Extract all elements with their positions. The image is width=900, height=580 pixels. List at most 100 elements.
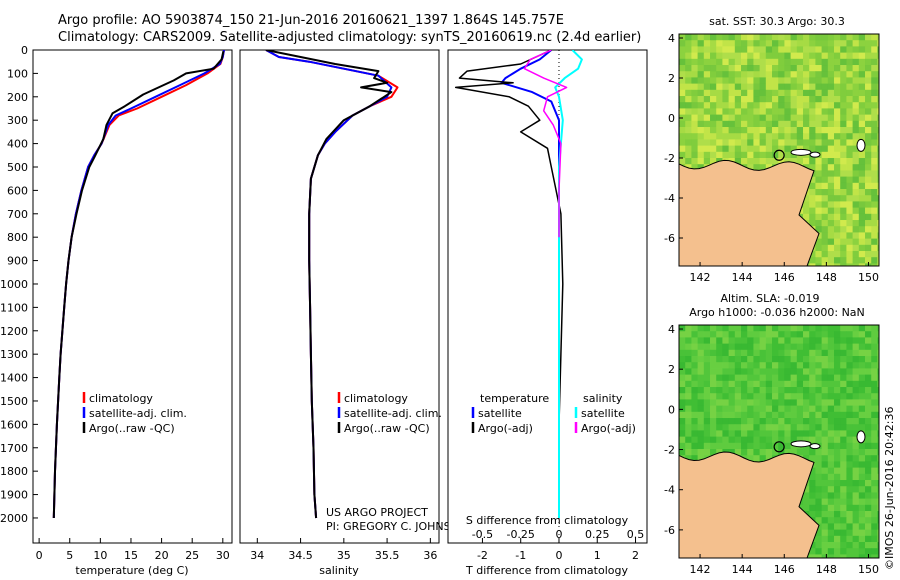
- sst-map-cell: [679, 158, 686, 165]
- sla-map-cell: [803, 504, 810, 512]
- temperature-lines: [52, 50, 225, 519]
- sst-map-cell: [685, 139, 692, 146]
- sla-map-cell: [809, 455, 816, 462]
- sst-map-cell: [846, 189, 853, 196]
- sst-map-cell: [796, 139, 804, 146]
- sst-map-cell: [710, 139, 717, 146]
- sla-map-title: Altim. SLA: -0.019: [720, 292, 819, 305]
- sst-map-cell: [877, 207, 879, 215]
- sst-map-cell: [778, 139, 785, 146]
- sst-map-cell: [815, 40, 822, 47]
- sla-map-cell: [821, 511, 829, 518]
- sst-map-cell: [840, 127, 847, 134]
- sst-map-cell: [858, 251, 866, 258]
- sst-map-cell: [846, 164, 853, 171]
- series-line-t-argo-adj-: [454, 50, 564, 518]
- sst-map-cell: [852, 201, 860, 208]
- sst-map-cell: [834, 244, 841, 252]
- sst-map-cell: [846, 263, 853, 266]
- sst-map-cell: [852, 182, 860, 190]
- sst-map-cell: [703, 65, 711, 72]
- sst-map-cell: [679, 120, 686, 128]
- sla-map-cell: [865, 411, 872, 419]
- sla-map-cell: [747, 436, 754, 444]
- sst-map-cell: [753, 34, 760, 41]
- sst-map-cell: [803, 207, 810, 215]
- sst-map-cell: [765, 96, 773, 103]
- sst-map-cell: [778, 108, 785, 115]
- sla-map-cell: [790, 387, 798, 394]
- sla-map-cell: [765, 368, 773, 375]
- sla-map-cell: [778, 436, 785, 444]
- sla-map-cell: [741, 387, 748, 394]
- sst-map-cell: [852, 164, 860, 171]
- sla-map-cell: [772, 343, 779, 351]
- sla-map-cell: [840, 504, 847, 512]
- sst-map-cell: [852, 52, 860, 60]
- sst-map-cell: [858, 182, 866, 190]
- temperature-panel: 0100200300400500600700800900100011001200…: [0, 44, 233, 577]
- sla-map-cell: [778, 449, 785, 456]
- sla-map-cell: [871, 362, 878, 369]
- sst-map-cell: [691, 145, 698, 153]
- sst-map-cell: [772, 158, 779, 165]
- sst-map-cell: [691, 127, 698, 134]
- sst-map-cell: [858, 34, 866, 41]
- sst-map-cell: [871, 226, 878, 233]
- sst-map-cell: [753, 102, 760, 109]
- sla-map-cell: [722, 349, 729, 357]
- sla-map-cell: [790, 374, 798, 382]
- sla-map-cell: [852, 362, 860, 369]
- sla-map-lon-label: 146: [774, 563, 795, 576]
- sla-map-cell: [710, 418, 717, 425]
- sst-map-cell: [865, 220, 872, 227]
- sst-map-cell: [815, 207, 822, 215]
- sst-map-cell: [685, 34, 692, 41]
- sla-map-cell: [691, 331, 698, 338]
- sla-map-cell: [840, 411, 847, 419]
- sst-map-cell: [827, 170, 835, 177]
- sst-map-cell: [679, 139, 686, 146]
- sla-map-cell: [858, 517, 866, 524]
- sla-map-cell: [753, 356, 760, 363]
- sst-map-cell: [871, 40, 878, 47]
- sst-map-cell: [858, 108, 866, 115]
- sst-map-cell: [784, 151, 791, 159]
- sla-map-cell: [803, 449, 810, 456]
- sst-map-cell: [710, 120, 717, 128]
- sst-map-cell: [877, 232, 879, 239]
- pressure-tick-label: 400: [7, 138, 28, 151]
- sst-map-cell: [852, 151, 860, 159]
- sla-map-cell: [809, 554, 816, 558]
- sst-map-cell: [871, 263, 878, 266]
- sst-map-cell: [858, 83, 866, 91]
- sst-map-cell: [871, 83, 878, 91]
- sst-map-cell: [753, 114, 760, 122]
- sla-map-cell: [753, 411, 760, 419]
- sst-map-cell: [834, 40, 841, 47]
- sla-map-cell: [697, 356, 705, 363]
- sst-map-cell: [865, 40, 872, 47]
- sst-map-cell: [778, 158, 785, 165]
- sla-map-cell: [716, 405, 723, 413]
- sla-map-cell: [858, 349, 866, 357]
- sla-map-cell: [685, 418, 692, 425]
- sla-map-cell: [734, 325, 742, 332]
- sla-map-cell: [865, 480, 872, 487]
- sst-map-cell: [840, 220, 847, 227]
- sla-map-cell: [834, 325, 841, 332]
- sla-map-cell: [815, 374, 822, 382]
- sst-map-cell: [803, 34, 810, 41]
- sst-map-cell: [765, 139, 773, 146]
- sst-map-cell: [858, 244, 866, 252]
- sla-map-cell: [834, 430, 841, 437]
- sst-map-cell: [716, 108, 723, 115]
- sst-map-cell: [858, 189, 866, 196]
- sla-map-cell: [722, 337, 729, 344]
- sst-map-field: [679, 34, 879, 266]
- sst-map-cell: [685, 151, 692, 159]
- sla-map-cell: [772, 331, 779, 338]
- sst-map-cell: [809, 201, 816, 208]
- sla-map-cell: [840, 461, 847, 468]
- sst-map-cell: [703, 145, 711, 153]
